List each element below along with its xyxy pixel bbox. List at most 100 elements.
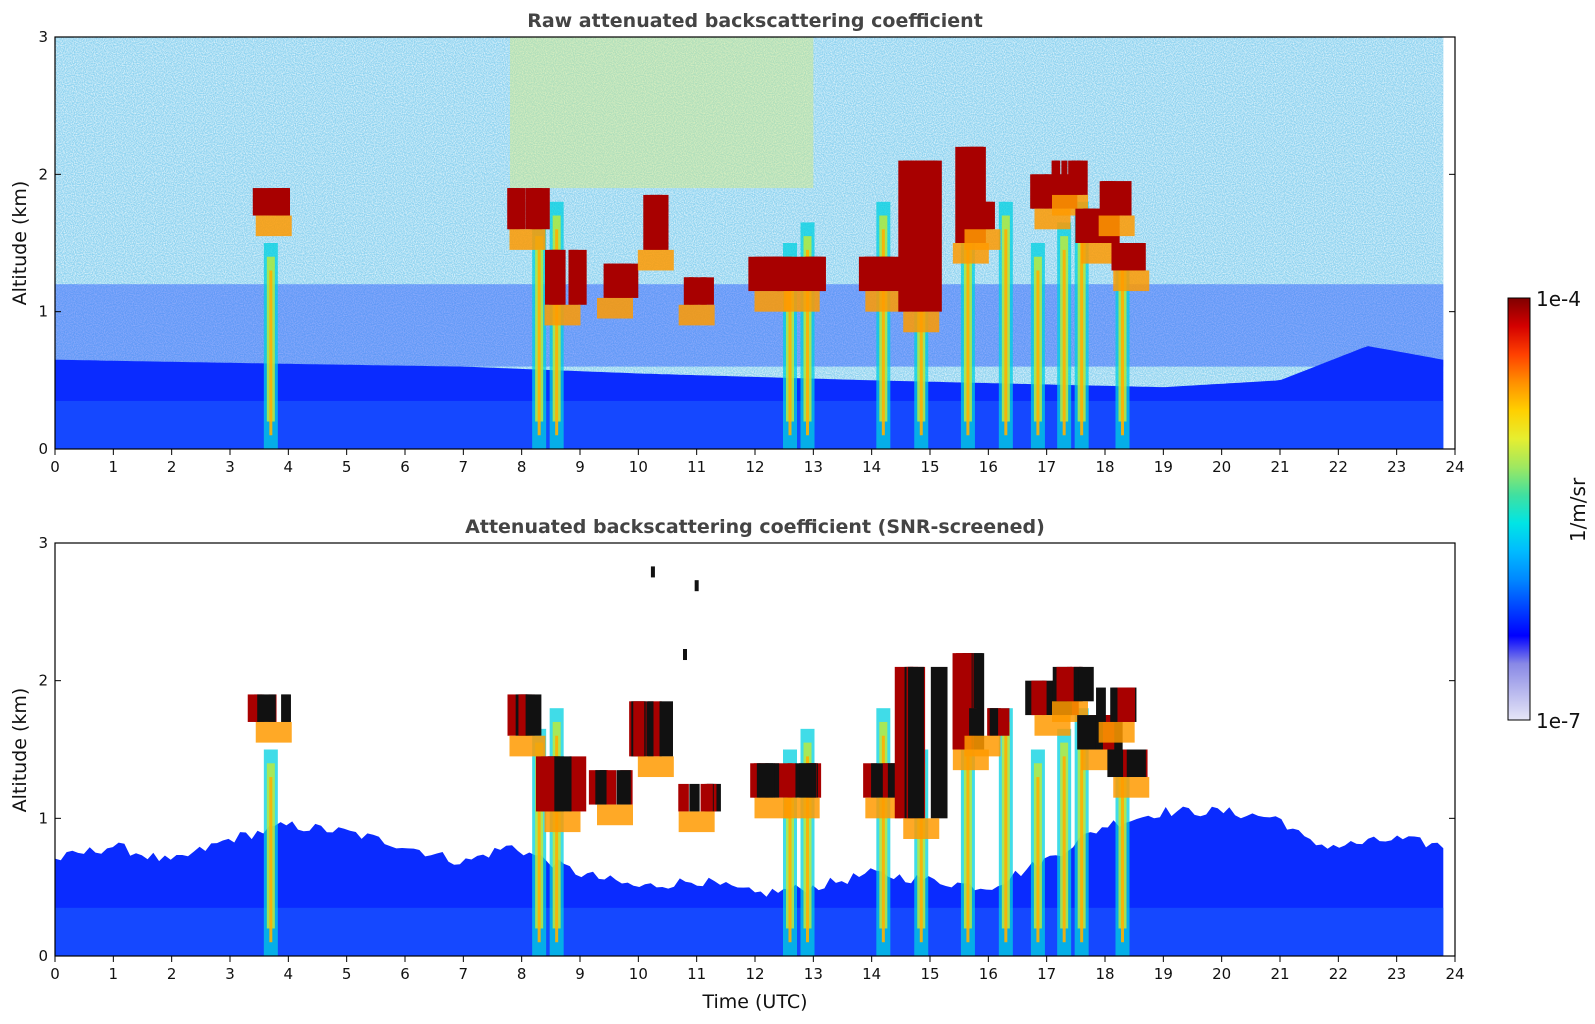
screened-xtick-label: 7 xyxy=(459,965,469,983)
raw-cloud xyxy=(1098,181,1135,237)
screened-xtick-label: 15 xyxy=(920,965,939,983)
raw-ytick-label: 3 xyxy=(38,28,48,46)
colorbar: 1e-4 1e-7 1/m/sr xyxy=(1507,287,1590,733)
raw-xtick-label: 2 xyxy=(167,458,177,476)
screened-xtick-label: 13 xyxy=(804,965,823,983)
raw-cloud xyxy=(544,249,587,326)
screened-cloud xyxy=(1052,666,1094,722)
screened-cloud xyxy=(1107,749,1150,798)
screened-panel-title: Attenuated backscattering coefficient (S… xyxy=(465,516,1045,538)
screened-ytick-label: 2 xyxy=(38,672,48,690)
screened-xtick-label: 11 xyxy=(687,965,706,983)
raw-xtick-label: 13 xyxy=(804,458,823,476)
screened-xtick-label: 8 xyxy=(517,965,527,983)
raw-fallstreak xyxy=(1057,222,1072,449)
raw-xtick-label: 10 xyxy=(629,458,648,476)
screened-fallstreak xyxy=(1030,749,1045,956)
screened-cloud xyxy=(1096,687,1137,743)
screened-xtick-label: 14 xyxy=(862,965,881,983)
screened-panel: Attenuated backscattering coefficient (S… xyxy=(9,516,1465,1013)
raw-y-axis: 0 1 2 3 xyxy=(38,28,1455,458)
raw-xtick-label: 18 xyxy=(1095,458,1114,476)
raw-panel-title: Raw attenuated backscattering coefficien… xyxy=(527,10,983,32)
raw-xtick-label: 20 xyxy=(1212,458,1231,476)
raw-xtick-label: 14 xyxy=(862,458,881,476)
screened-cloud xyxy=(894,666,948,839)
raw-ytick-label: 0 xyxy=(38,440,48,458)
screened-xtick-label: 24 xyxy=(1445,965,1464,983)
raw-xtick-label: 9 xyxy=(575,458,585,476)
raw-fallstreak xyxy=(998,201,1013,449)
screened-isolated-feature xyxy=(683,649,687,661)
screened-xtick-label: 19 xyxy=(1154,965,1173,983)
raw-xtick-label: 22 xyxy=(1329,458,1348,476)
screened-cloud xyxy=(247,694,292,743)
raw-x-axis: 0 1 2 3 4 5 6 7 8 9 10 11 12 13 14 15 16 17 18 19 20 21 22 23 24 xyxy=(50,449,1465,476)
raw-aerosol-haze xyxy=(55,284,1444,367)
raw-panel: Raw attenuated backscattering coefficien… xyxy=(9,10,1465,476)
raw-cloud xyxy=(776,256,826,312)
raw-xtick-label: 3 xyxy=(225,458,235,476)
raw-xtick-label: 17 xyxy=(1037,458,1056,476)
raw-cloud xyxy=(898,160,942,333)
raw-fallstreak xyxy=(1030,243,1045,449)
screened-xtick-label: 20 xyxy=(1212,965,1231,983)
screened-xtick-label: 18 xyxy=(1095,965,1114,983)
raw-ytick-label: 2 xyxy=(38,165,48,183)
colorbar-unit-label: 1/m/sr xyxy=(1566,477,1590,542)
raw-xtick-label: 24 xyxy=(1445,458,1464,476)
raw-cloud xyxy=(252,188,292,237)
colorbar-gradient xyxy=(1507,297,1531,721)
screened-cloud xyxy=(750,763,793,819)
raw-cloud xyxy=(637,194,674,271)
raw-noise-daytime xyxy=(510,37,814,189)
screened-xtick-label: 21 xyxy=(1270,965,1289,983)
raw-xtick-label: 12 xyxy=(745,458,764,476)
raw-xtick-label: 6 xyxy=(400,458,410,476)
raw-xtick-label: 23 xyxy=(1387,458,1406,476)
raw-xtick-label: 11 xyxy=(687,458,706,476)
raw-cloud xyxy=(964,201,1001,250)
screened-xtick-label: 1 xyxy=(109,965,119,983)
screened-heatmap xyxy=(55,566,1444,956)
raw-xtick-label: 7 xyxy=(459,458,469,476)
raw-xtick-label: 19 xyxy=(1154,458,1173,476)
screened-isolated-feature xyxy=(694,580,699,592)
screened-xtick-label: 9 xyxy=(575,965,585,983)
raw-xtick-label: 15 xyxy=(920,458,939,476)
screened-xtick-label: 2 xyxy=(167,965,177,983)
screened-fallstreak xyxy=(876,708,891,956)
raw-cloud xyxy=(678,277,715,326)
raw-fallstreak xyxy=(532,222,547,449)
screened-y-axis-label: Altitude (km) xyxy=(9,688,31,813)
screened-cloud xyxy=(961,708,1010,757)
raw-ytick-label: 1 xyxy=(38,303,48,321)
raw-cloud xyxy=(858,256,902,312)
screened-x-axis: 0 1 2 3 4 5 6 7 8 9 10 11 12 13 14 15 16 17 18 19 20 21 22 23 24 xyxy=(50,956,1465,983)
raw-fallstreak xyxy=(960,222,975,449)
screened-cloud xyxy=(678,783,721,833)
screened-surface-layer xyxy=(55,907,1444,956)
colorbar-min-label: 1e-7 xyxy=(1536,709,1581,733)
screened-fallstreak xyxy=(263,749,278,956)
raw-xtick-label: 4 xyxy=(284,458,294,476)
screened-xtick-label: 22 xyxy=(1329,965,1348,983)
raw-xtick-label: 0 xyxy=(50,458,60,476)
raw-fallstreak xyxy=(876,201,891,449)
screened-fallstreak xyxy=(1115,749,1130,956)
x-axis-label: Time (UTC) xyxy=(701,991,807,1013)
raw-xtick-label: 1 xyxy=(109,458,119,476)
raw-xtick-label: 8 xyxy=(517,458,527,476)
raw-cloud xyxy=(1111,243,1150,292)
screened-ytick-label: 1 xyxy=(38,809,48,827)
screened-cloud xyxy=(507,694,546,757)
screened-cloud xyxy=(535,756,587,833)
screened-y-axis: 0 1 2 3 xyxy=(38,534,1455,965)
raw-cloud xyxy=(597,263,639,319)
raw-xtick-label: 5 xyxy=(342,458,352,476)
screened-fallstreak xyxy=(960,728,975,956)
screened-fallstreak xyxy=(998,708,1013,956)
screened-xtick-label: 12 xyxy=(745,965,764,983)
raw-heatmap xyxy=(55,37,1444,449)
